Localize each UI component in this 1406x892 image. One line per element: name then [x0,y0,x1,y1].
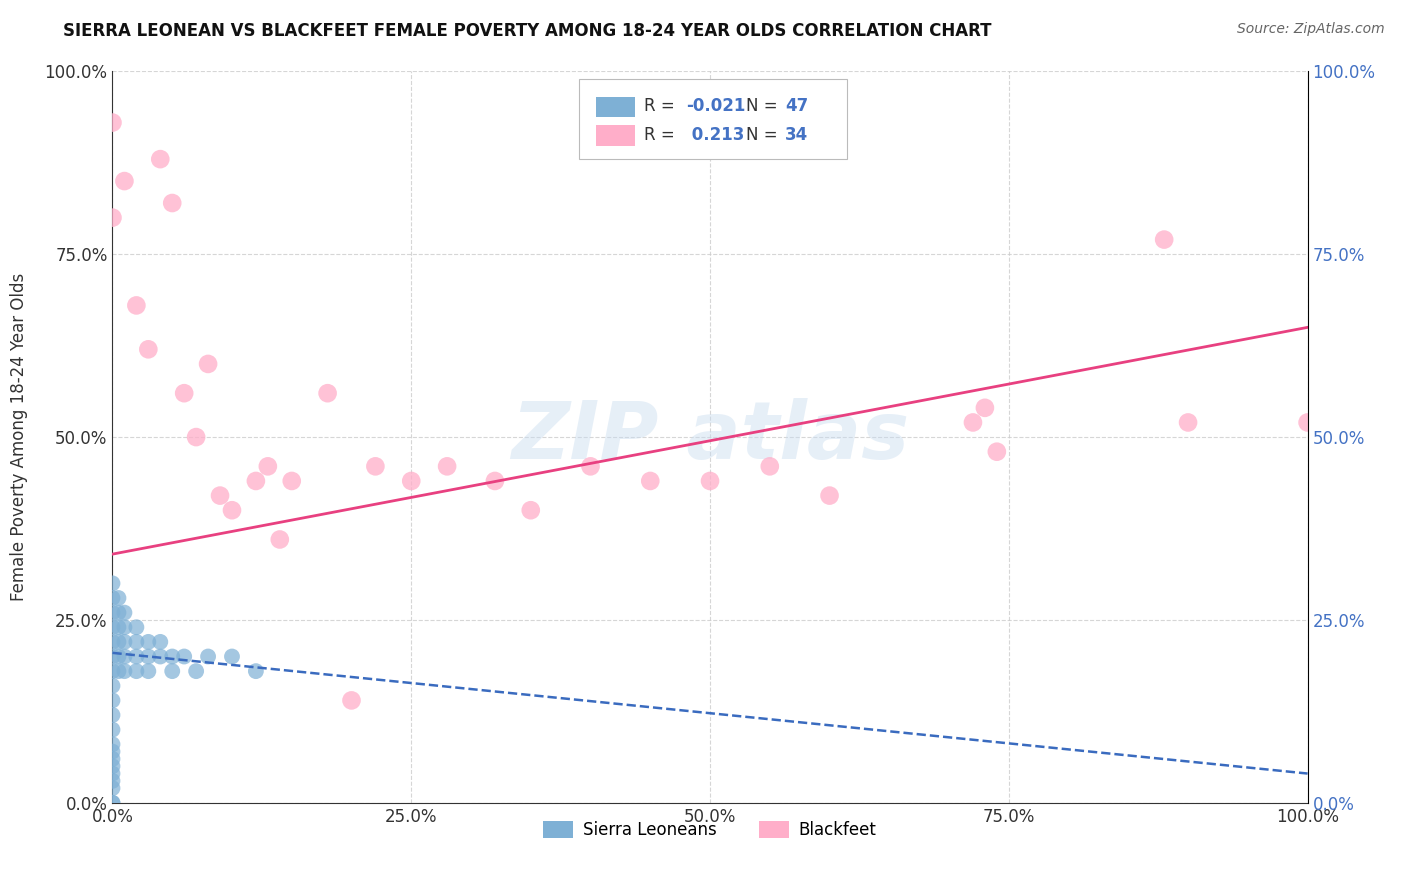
Point [162,196,183,211]
Point [107,635,129,649]
Point [114,174,135,188]
Point [114,606,135,620]
Point [101,693,124,707]
Point [269,533,291,547]
Point [138,649,160,664]
Text: Source: ZipAtlas.com: Source: ZipAtlas.com [1237,22,1385,37]
Point [107,591,129,605]
Point [101,745,124,759]
Point [221,649,243,664]
Legend: Sierra Leoneans, Blackfeet: Sierra Leoneans, Blackfeet [537,814,883,846]
Point [520,503,543,517]
Point [101,211,124,225]
Point [974,401,997,415]
Point [101,649,124,664]
Point [101,620,124,634]
Point [138,343,160,357]
Point [1177,416,1199,430]
Point [138,664,160,678]
Point [125,298,148,312]
Point [245,664,267,678]
Point [818,489,841,503]
Bar [596,97,634,118]
Point [125,635,148,649]
Point [316,386,339,401]
Point [173,386,195,401]
Point [401,474,423,488]
Text: ZIP atlas: ZIP atlas [510,398,910,476]
Point [699,474,721,488]
Point [162,649,183,664]
Point [114,664,135,678]
Point [101,781,124,796]
Text: SIERRA LEONEAN VS BLACKFEET FEMALE POVERTY AMONG 18-24 YEAR OLDS CORRELATION CHA: SIERRA LEONEAN VS BLACKFEET FEMALE POVER… [63,22,991,40]
Point [101,606,124,620]
Point [1296,416,1319,430]
Point [257,459,280,474]
Text: N =: N = [747,126,783,144]
Point [101,759,124,773]
Point [245,474,267,488]
Text: 47: 47 [786,97,808,115]
Point [173,649,195,664]
Point [101,708,124,723]
Point [101,723,124,737]
Point [107,606,129,620]
Point [149,635,172,649]
Text: R =: R = [644,126,681,144]
Text: 34: 34 [786,126,808,144]
Point [962,416,984,430]
Point [101,796,124,810]
Point [125,649,148,664]
Point [1153,233,1175,247]
Point [125,620,148,634]
Point [209,489,232,503]
Text: N =: N = [747,97,783,115]
Point [640,474,662,488]
Point [101,737,124,751]
Point [986,444,1008,458]
Point [101,752,124,766]
Point [114,620,135,634]
Point [101,664,124,678]
Point [107,620,129,634]
Point [579,459,602,474]
Point [197,357,219,371]
Point [281,474,304,488]
Point [101,796,124,810]
Point [162,664,183,678]
Point [114,649,135,664]
Point [101,115,124,129]
Point [149,152,172,166]
Text: -0.021: -0.021 [686,97,745,115]
Point [436,459,458,474]
Point [107,664,129,678]
Point [186,430,208,444]
Point [340,693,363,707]
Point [101,576,124,591]
Point [101,635,124,649]
Point [138,635,160,649]
Point [114,635,135,649]
Point [484,474,506,488]
Point [101,591,124,605]
Y-axis label: Female Poverty Among 18-24 Year Olds: Female Poverty Among 18-24 Year Olds [10,273,28,601]
Point [149,649,172,664]
Point [364,459,387,474]
Point [101,773,124,788]
Point [101,766,124,780]
Bar [596,126,634,146]
Point [221,503,243,517]
Point [125,664,148,678]
Point [197,649,219,664]
Point [107,649,129,664]
Point [101,679,124,693]
FancyBboxPatch shape [579,78,848,159]
Text: R =: R = [644,97,681,115]
Point [186,664,208,678]
Point [759,459,782,474]
Text: 0.213: 0.213 [686,126,745,144]
